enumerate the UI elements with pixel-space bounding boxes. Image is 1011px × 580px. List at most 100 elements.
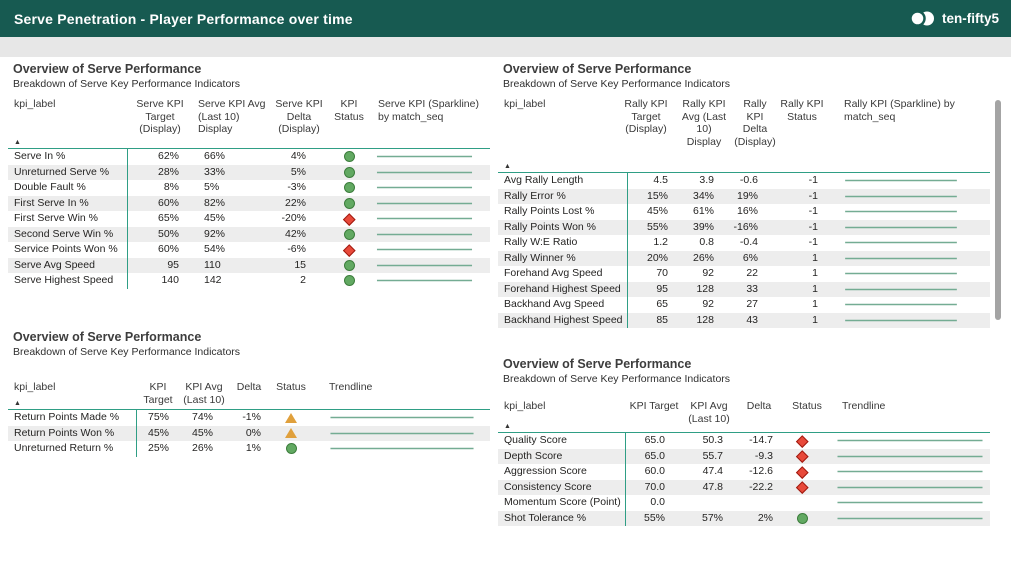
column-header-delta[interactable]: Delta xyxy=(736,399,782,432)
status-red-diamond-icon xyxy=(342,243,356,256)
table-row[interactable]: Rally Error % 15% 34% 19% -1 xyxy=(498,188,990,204)
table-row[interactable]: Aggression Score 60.0 47.4 -12.6 xyxy=(498,464,990,480)
toolbar-strip xyxy=(0,37,1011,57)
sparkline-cell xyxy=(828,511,990,527)
table-row[interactable]: Rally Points Lost % 45% 61% 16% -1 xyxy=(498,204,990,220)
delta-cell: 5% xyxy=(290,165,306,178)
column-header-label: Rally KPI Delta (Display) xyxy=(734,98,776,148)
column-header-label: KPI Avg (Last 10) xyxy=(183,381,225,406)
kpi-label-cell: Rally Points Won % xyxy=(498,219,628,235)
column-header-kpi-label[interactable]: kpi_label ▲ xyxy=(498,97,616,172)
column-header-label: Rally KPI Avg (Last 10) Display xyxy=(681,98,727,148)
column-header-trendline[interactable]: Trendline xyxy=(313,380,490,409)
sparkline-cell xyxy=(370,196,490,212)
column-header-kpi-target[interactable]: KPI Target xyxy=(626,399,682,432)
table-header-row: kpi_label ▲ KPI Target KPI Avg (Last 10) Del… xyxy=(498,399,990,433)
column-header-kpi-avg-last-10[interactable]: KPI Avg (Last 10) xyxy=(682,399,736,432)
column-header-rally-kpi-avg-last-10-display[interactable]: Rally KPI Avg (Last 10) Display xyxy=(676,97,732,172)
table-row[interactable]: Backhand Avg Speed 65 92 27 1 xyxy=(498,297,990,313)
column-header-label: kpi_label xyxy=(504,98,546,110)
table-row[interactable]: Forehand Avg Speed 70 92 22 1 xyxy=(498,266,990,282)
kpi-label-cell: Rally Points Lost % xyxy=(498,204,628,220)
status-red-diamond-icon xyxy=(795,434,809,447)
table-row[interactable]: First Serve In % 60% 82% 22% xyxy=(8,195,490,212)
sparkline-cell xyxy=(315,410,490,426)
table-row[interactable]: Shot Tolerance % 55% 57% 2% xyxy=(498,510,990,527)
column-header-status[interactable]: Status xyxy=(782,399,832,432)
delta-cell: -12.6 xyxy=(749,465,773,477)
table-row[interactable]: Serve Avg Speed 95 110 15 xyxy=(8,257,490,273)
sparkline-chart xyxy=(837,471,983,473)
vertical-scrollbar-thumb[interactable] xyxy=(995,100,1001,320)
status-green-circle-icon xyxy=(343,166,355,178)
column-header-rally-kpi-sparkline-by-match-seq[interactable]: Rally KPI (Sparkline) by match_seq xyxy=(826,97,990,172)
target-cell: 20% xyxy=(646,251,668,264)
avg-cell: 61% xyxy=(692,205,714,217)
table-row[interactable]: Avg Rally Length 4.5 3.9 -0.6 -1 xyxy=(498,173,990,189)
delta-cell: 27 xyxy=(746,298,758,310)
avg-cell: 92 xyxy=(702,267,714,279)
status-cell xyxy=(776,464,828,480)
column-header-rally-kpi-delta-display[interactable]: Rally KPI Delta (Display) xyxy=(732,97,778,172)
column-header-kpi-avg-last-10[interactable]: KPI Avg (Last 10) xyxy=(179,380,229,409)
table-row[interactable]: Rally Winner % 20% 26% 6% 1 xyxy=(498,250,990,266)
column-header-status[interactable]: Status xyxy=(269,380,313,409)
table-row[interactable]: Rally W:E Ratio 1.2 0.8 -0.4 -1 xyxy=(498,235,990,251)
status-green-circle-icon xyxy=(343,275,355,287)
sparkline-cell xyxy=(828,480,990,496)
table-row[interactable]: Rally Points Won % 55% 39% -16% -1 xyxy=(498,219,990,235)
table-row[interactable]: Serve Highest Speed 140 142 2 xyxy=(8,273,490,289)
status-green-circle-icon xyxy=(343,228,355,240)
brand-circles-icon xyxy=(909,10,934,27)
sparkline-chart xyxy=(376,187,473,189)
page-title: Serve Penetration - Player Performance o… xyxy=(14,10,353,27)
column-header-kpi-label[interactable]: kpi_label ▲ xyxy=(498,399,626,432)
visual-return-kpi-table: Overview of Serve Performance Breakdown … xyxy=(8,330,490,457)
table-row[interactable]: Unreturned Return % 25% 26% 1% xyxy=(8,441,490,457)
avg-cell: 0.8 xyxy=(699,236,714,248)
table-row[interactable]: First Serve Win % 65% 45% -20% xyxy=(8,211,490,227)
column-header-serve-kpi-avg-last-10-display[interactable]: Serve KPI Avg (Last 10) Display xyxy=(192,97,270,148)
column-header-rally-kpi-target-display[interactable]: Rally KPI Target (Display) xyxy=(616,97,676,172)
table-row[interactable]: Double Fault % 8% 5% -3% xyxy=(8,180,490,196)
column-header-rally-kpi-status[interactable]: Rally KPI Status xyxy=(778,97,826,172)
table-row[interactable]: Second Serve Win % 50% 92% 42% xyxy=(8,226,490,242)
column-header-label: KPI Status xyxy=(334,98,364,123)
column-header-kpi-status[interactable]: KPI Status xyxy=(328,97,370,148)
column-header-trendline[interactable]: Trendline xyxy=(832,399,990,432)
table-row[interactable]: Backhand Highest Speed 85 128 43 1 xyxy=(498,312,990,328)
app-header: Serve Penetration - Player Performance o… xyxy=(0,0,1011,37)
table-row[interactable]: Return Points Made % 75% 74% -1% xyxy=(8,410,490,426)
sparkline-chart xyxy=(845,273,957,275)
column-header-serve-kpi-delta-display[interactable]: Serve KPI Delta (Display) xyxy=(270,97,328,148)
table-row[interactable]: Service Points Won % 60% 54% -6% xyxy=(8,242,490,258)
table-row[interactable]: Consistency Score 70.0 47.8 -22.2 xyxy=(498,479,990,496)
status-cell xyxy=(776,480,828,496)
column-header-kpi-label[interactable]: kpi_label ▲ xyxy=(8,97,128,148)
status-cell xyxy=(328,273,370,289)
status-cell xyxy=(328,180,370,196)
table-row[interactable]: Forehand Highest Speed 95 128 33 1 xyxy=(498,281,990,298)
delta-cell: 1% xyxy=(245,442,261,454)
column-header-serve-kpi-sparkline-by-match-seq[interactable]: Serve KPI (Sparkline) by match_seq xyxy=(370,97,490,148)
sparkline-chart xyxy=(845,242,957,244)
status-cell xyxy=(776,495,828,511)
column-header-kpi-label[interactable]: kpi_label ▲ xyxy=(8,380,137,409)
status-cell: 1 xyxy=(812,267,818,280)
table-row[interactable]: Return Points Won % 45% 45% 0% xyxy=(8,425,490,441)
sparkline-chart xyxy=(376,233,473,235)
table-row[interactable]: Serve In % 62% 66% 4% xyxy=(8,149,490,165)
column-header-kpi-target[interactable]: KPI Target xyxy=(137,380,179,409)
sort-ascending-icon: ▲ xyxy=(14,400,21,407)
table-row[interactable]: Depth Score 65.0 55.7 -9.3 xyxy=(498,448,990,464)
visual-subtitle: Breakdown of Serve Key Performance Indic… xyxy=(503,373,731,385)
column-header-serve-kpi-target-display[interactable]: Serve KPI Target (Display) xyxy=(128,97,192,148)
sparkline-cell xyxy=(824,282,990,298)
status-cell xyxy=(328,196,370,212)
column-header-delta[interactable]: Delta xyxy=(229,380,269,409)
table-row[interactable]: Momentum Score (Point) 0.0 xyxy=(498,495,990,511)
target-cell: 0.0 xyxy=(650,496,665,508)
table-row[interactable]: Quality Score 65.0 50.3 -14.7 xyxy=(498,433,990,449)
delta-cell: 42% xyxy=(284,227,306,240)
table-row[interactable]: Unreturned Serve % 28% 33% 5% xyxy=(8,164,490,180)
